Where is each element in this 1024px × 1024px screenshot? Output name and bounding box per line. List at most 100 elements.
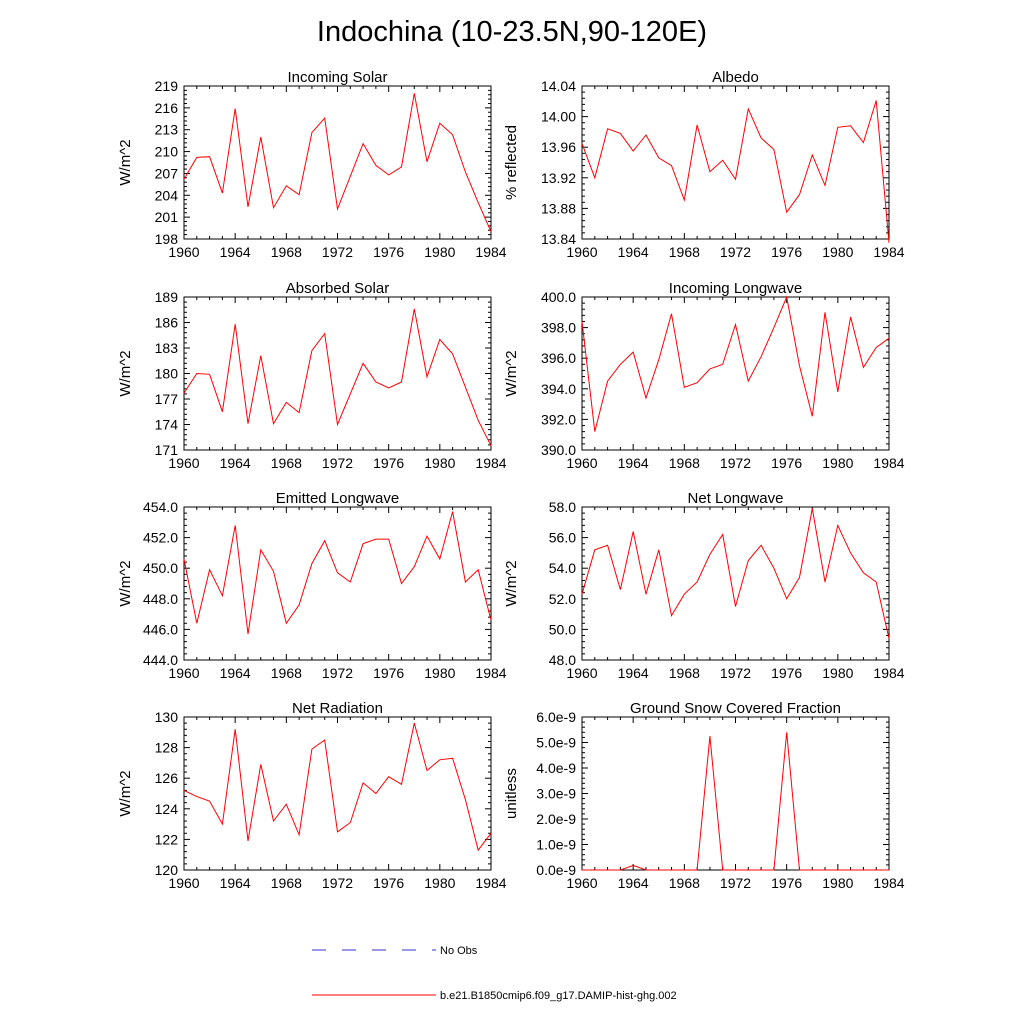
y-tick-label: 198 [155,231,179,247]
y-tick-label: 180 [155,366,179,382]
panel-title: Ground Snow Covered Fraction [630,700,841,717]
y-tick-label: 216 [155,100,179,116]
x-tick-label: 1960 [168,665,199,681]
panel-title: Albedo [712,69,759,86]
x-tick-label: 1972 [720,665,751,681]
y-axis-label: % reflected [503,125,520,200]
plot-frame [183,716,492,871]
y-tick-label: 171 [155,442,179,458]
y-tick-label: 14.04 [541,78,576,94]
series-line [183,308,492,447]
y-tick-label: 54.0 [549,560,576,576]
panel-incoming-longwave: Incoming Longwave 1960 1964 1968 1972 1976 198… [503,280,905,471]
panel-albedo: Albedo 1960 1964 1968 1972 1976 1980 1984 13.84 1… [503,69,905,260]
x-tick-label: 1984 [873,244,904,260]
x-tick-label: 1984 [475,455,506,471]
y-tick-label: 201 [155,209,179,225]
plot-frame [581,716,890,871]
y-tick-label: 3.0e-9 [536,786,576,802]
y-tick-label: 213 [155,122,179,138]
y-tick-label: 207 [155,165,179,181]
plot-frame [183,296,492,451]
y-axis-label: W/m^2 [503,560,520,606]
x-tick-label: 1968 [271,455,302,471]
x-tick-label: 1972 [720,244,751,260]
y-tick-label: 174 [155,417,179,433]
y-tick-label: 13.92 [541,170,576,186]
y-tick-label: 392.0 [541,411,576,427]
x-tick-label: 1972 [322,244,353,260]
x-tick-label: 1964 [220,665,251,681]
plot-frame [183,85,492,240]
y-tick-label: 5.0e-9 [536,735,576,751]
panel-net-radiation: Net Radiation 1960 1964 1968 1972 1976 1980 198… [117,700,507,891]
x-tick-label: 1976 [373,455,404,471]
y-axis-label: W/m^2 [117,350,134,396]
x-tick-label: 1960 [566,244,597,260]
y-tick-label: 14.00 [541,109,576,125]
x-tick-label: 1960 [566,455,597,471]
y-tick-label: 56.0 [549,530,576,546]
x-tick-label: 1976 [771,244,802,260]
y-tick-label: 448.0 [143,591,178,607]
panel-title: Net Radiation [292,700,383,717]
legend-label-no-obs: No Obs [440,945,478,957]
x-tick-label: 1984 [873,455,904,471]
y-tick-label: 396.0 [541,350,576,366]
x-tick-label: 1980 [822,244,853,260]
y-tick-label: 183 [155,340,179,356]
y-tick-label: 4.0e-9 [536,760,576,776]
y-axis-label: W/m^2 [117,560,134,606]
y-tick-label: 124 [155,801,179,817]
x-tick-label: 1968 [669,244,700,260]
y-tick-label: 2.0e-9 [536,811,576,827]
x-tick-label: 1964 [618,665,649,681]
series-line [183,722,492,852]
x-tick-label: 1980 [822,665,853,681]
series-line [183,511,492,635]
x-tick-label: 1968 [669,875,700,891]
y-axis-label: W/m^2 [503,350,520,396]
series-line [183,93,492,232]
y-tick-label: 452.0 [143,530,178,546]
y-tick-label: 450.0 [143,560,178,576]
x-tick-label: 1960 [566,875,597,891]
x-tick-label: 1976 [771,665,802,681]
panel-title: Absorbed Solar [286,280,389,297]
y-tick-label: 204 [155,187,179,203]
y-tick-label: 398.0 [541,320,576,336]
x-tick-label: 1968 [271,665,302,681]
x-tick-label: 1976 [771,455,802,471]
plot-frame [581,506,890,661]
x-tick-label: 1964 [618,244,649,260]
x-tick-label: 1968 [271,875,302,891]
x-tick-label: 1972 [720,875,751,891]
x-tick-label: 1984 [475,244,506,260]
y-tick-label: 52.0 [549,591,576,607]
panel-emitted-longwave: Emitted Longwave 1960 1964 1968 1972 1976 1980… [117,490,507,681]
x-tick-label: 1984 [873,665,904,681]
y-tick-label: 177 [155,391,179,407]
x-tick-label: 1976 [373,875,404,891]
panels: Incoming Solar 1960 1964 1968 1972 1976 1980 19… [117,69,905,891]
series-line [581,100,890,243]
x-tick-label: 1984 [873,875,904,891]
panel-title: Emitted Longwave [276,490,399,507]
x-tick-label: 1980 [424,665,455,681]
y-tick-label: 400.0 [541,289,576,305]
x-tick-label: 1980 [424,875,455,891]
x-tick-label: 1972 [322,875,353,891]
x-tick-label: 1976 [771,875,802,891]
x-tick-label: 1972 [720,455,751,471]
series-line [581,295,890,432]
x-tick-label: 1980 [424,244,455,260]
x-tick-label: 1960 [566,665,597,681]
y-tick-label: 128 [155,740,179,756]
series-line [581,508,890,639]
x-tick-label: 1972 [322,665,353,681]
legend: No Obs b.e21.B1850cmip6.f09_g17.DAMIP-hi… [312,945,677,1002]
x-tick-label: 1964 [220,244,251,260]
y-axis-label: W/m^2 [117,770,134,816]
y-tick-label: 186 [155,315,179,331]
